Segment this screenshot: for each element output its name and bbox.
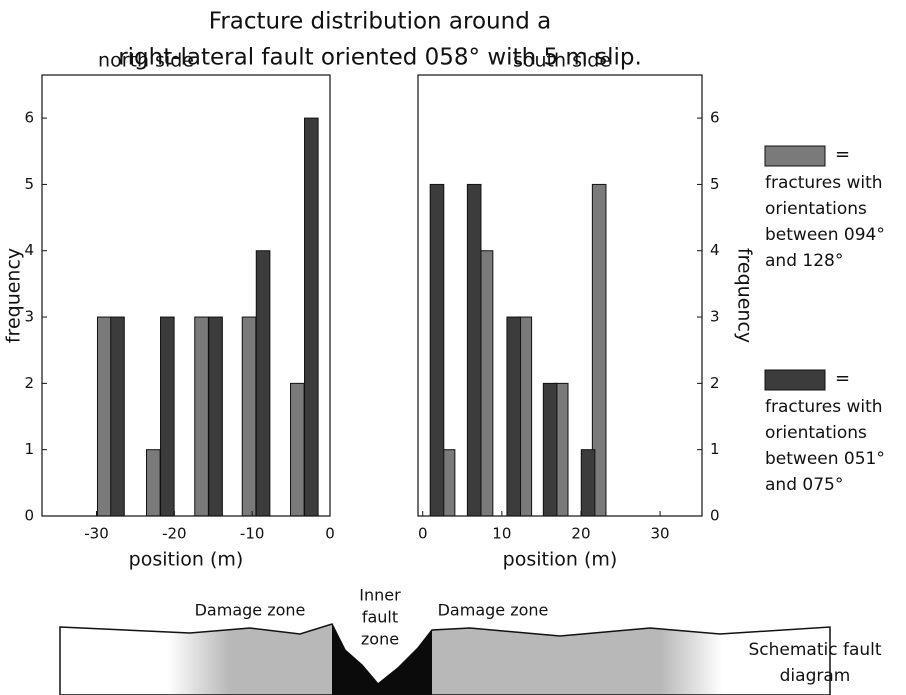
schematic-label: Damage zone — [195, 601, 306, 620]
schematic-label: Inner — [359, 586, 401, 605]
y-tick-label: 4 — [710, 241, 720, 259]
y-tick-label: 5 — [24, 175, 34, 193]
schematic-label: Schematic fault — [748, 640, 881, 660]
y-tick-label: 5 — [710, 175, 720, 193]
x-tick-label: 20 — [571, 525, 590, 543]
bar — [290, 382, 305, 517]
axes-frame — [417, 74, 703, 517]
schematic-label: Damage zone — [438, 601, 549, 620]
schematic-label: diagram — [780, 666, 851, 686]
schematic-label: zone — [361, 630, 399, 649]
legend-label: fractures with orientations between 094°… — [765, 173, 885, 271]
x-tick-label: 10 — [492, 525, 511, 543]
y-axis-label: frequency — [3, 248, 25, 343]
x-tick-label: 0 — [325, 525, 335, 543]
bar — [542, 382, 558, 517]
bar — [506, 316, 522, 517]
schematic-block — [59, 623, 831, 695]
x-tick-label: 0 — [418, 525, 428, 543]
y-axis-label: frequency — [734, 248, 756, 343]
x-tick-label: -10 — [240, 525, 265, 543]
y-tick-label: 0 — [710, 507, 720, 525]
y-tick-label: 3 — [710, 308, 720, 326]
y-tick-label: 1 — [710, 440, 720, 458]
bar — [160, 316, 175, 517]
x-tick-label: 30 — [651, 525, 670, 543]
schematic-label: fault — [362, 608, 398, 627]
bar — [208, 316, 223, 517]
x-tick-label: -20 — [162, 525, 187, 543]
bar — [110, 316, 125, 517]
bar — [304, 117, 319, 517]
x-tick-label: -30 — [84, 525, 109, 543]
y-tick-label: 6 — [710, 109, 720, 127]
bar — [146, 449, 161, 517]
bar — [194, 316, 209, 517]
y-tick-label: 4 — [24, 241, 34, 259]
bar — [255, 250, 271, 517]
bar — [241, 316, 257, 517]
y-tick-label: 2 — [24, 374, 34, 392]
y-tick-label: 0 — [24, 507, 34, 525]
inner-fault-zone — [332, 624, 432, 695]
bar — [466, 183, 482, 517]
legend-equals: = — [835, 368, 851, 389]
y-tick-label: 2 — [710, 374, 720, 392]
subplot-title: south side — [513, 50, 611, 72]
bar — [96, 316, 112, 517]
y-tick-label: 3 — [24, 308, 34, 326]
y-tick-label: 1 — [24, 440, 34, 458]
title-line: Fracture distribution around a — [209, 9, 551, 35]
subplot-title: north side — [98, 50, 194, 72]
axes-frame — [41, 74, 331, 517]
legend-swatch — [764, 369, 826, 391]
y-tick-label: 6 — [24, 109, 34, 127]
x-axis-label: position (m) — [503, 549, 618, 571]
bar — [429, 183, 445, 517]
title-line: right-lateral fault oriented 058° with 5… — [118, 45, 642, 71]
legend-swatch — [764, 145, 826, 167]
legend-label: fractures with orientations between 051°… — [765, 397, 885, 495]
x-axis-label: position (m) — [129, 549, 244, 571]
bar — [580, 449, 596, 517]
legend-equals: = — [835, 144, 851, 165]
